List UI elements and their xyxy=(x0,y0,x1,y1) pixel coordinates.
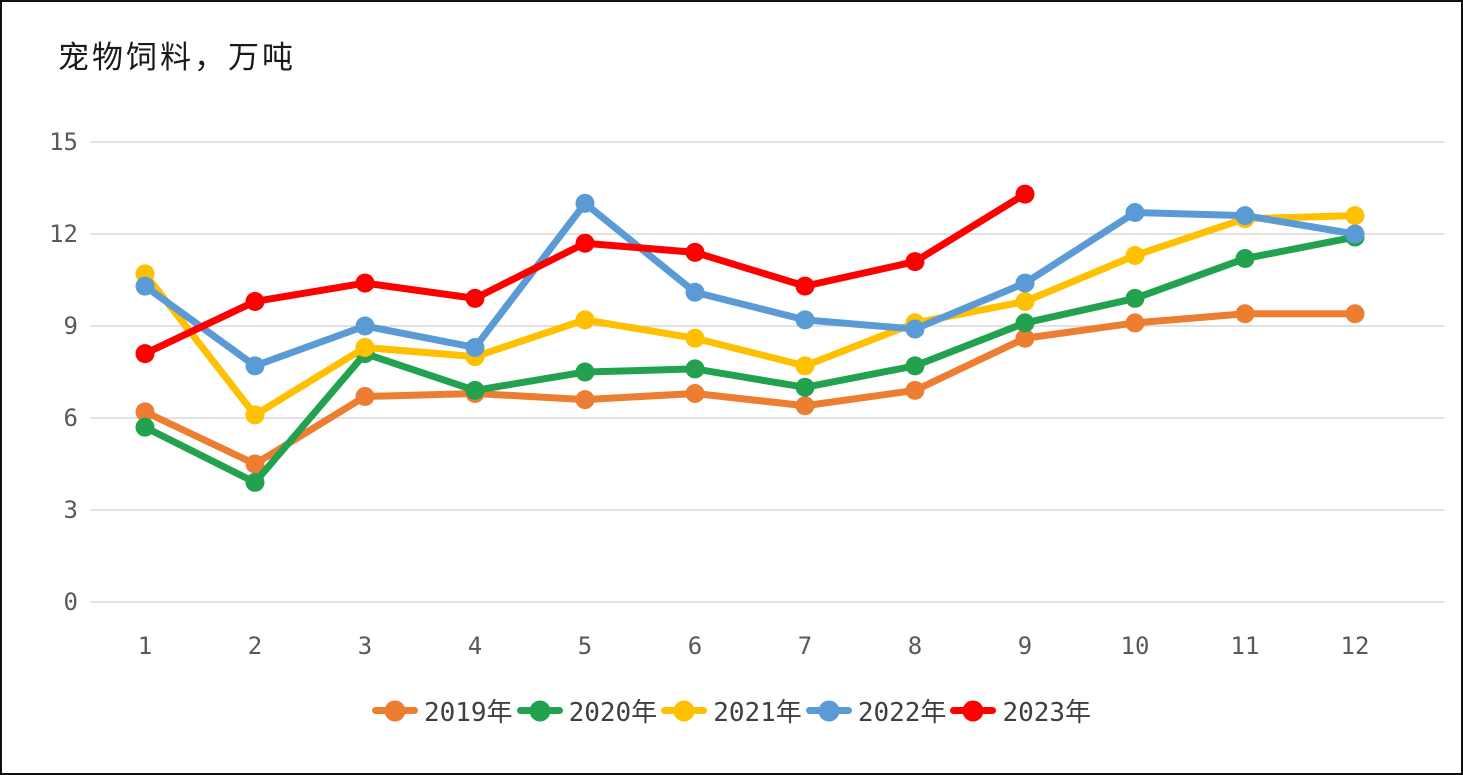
data-point-2019年-1 xyxy=(135,402,155,422)
legend-label: 2020年 xyxy=(568,698,658,728)
data-point-2023年-9 xyxy=(1015,184,1035,204)
data-point-2023年-8 xyxy=(905,252,925,272)
legend-dot-icon xyxy=(962,700,984,721)
data-point-2021年-6 xyxy=(685,328,705,348)
data-point-2023年-2 xyxy=(245,291,265,311)
legend-item-2023年: 2023年 xyxy=(950,692,1091,729)
data-point-2022年-11 xyxy=(1235,206,1255,226)
x-tick-label-5: 5 xyxy=(578,632,592,660)
data-point-2020年-4 xyxy=(465,380,485,400)
data-point-2023年-3 xyxy=(355,273,375,293)
data-point-2022年-3 xyxy=(355,316,375,336)
data-point-2019年-11 xyxy=(1235,304,1255,324)
x-tick-label-12: 12 xyxy=(1341,632,1370,660)
data-point-2023年-7 xyxy=(795,276,815,296)
y-tick-label-0: 0 xyxy=(64,588,78,616)
legend-label: 2019年 xyxy=(423,698,513,728)
x-tick-label-7: 7 xyxy=(798,632,812,660)
data-point-2020年-8 xyxy=(905,356,925,376)
y-tick-label-9: 9 xyxy=(64,312,78,340)
data-point-2020年-6 xyxy=(685,359,705,379)
data-point-2021年-9 xyxy=(1015,291,1035,311)
data-point-2021年-5 xyxy=(575,310,595,330)
data-point-2022年-6 xyxy=(685,282,705,302)
data-point-2022年-5 xyxy=(575,193,595,213)
legend-line-marker-icon xyxy=(371,700,418,721)
series-line-2019年 xyxy=(141,310,1359,468)
y-tick-label-6: 6 xyxy=(64,404,78,432)
legend-item-2020年: 2020年 xyxy=(516,692,658,729)
data-point-2021年-7 xyxy=(795,356,815,376)
legend-line-marker-icon xyxy=(950,700,997,721)
x-tick-label-6: 6 xyxy=(688,632,702,660)
chart-legend: 2019年 2020年 2021年 2022年 2023年 xyxy=(2,692,1461,729)
data-point-2022年-2 xyxy=(245,356,265,376)
data-point-2019年-5 xyxy=(575,390,595,410)
data-point-2022年-12 xyxy=(1345,224,1365,244)
legend-dot-icon xyxy=(384,700,406,721)
data-point-2019年-10 xyxy=(1125,313,1145,333)
legend-dot-icon xyxy=(673,700,695,721)
y-tick-label-3: 3 xyxy=(64,496,78,524)
legend-item-2019年: 2019年 xyxy=(371,692,513,729)
legend-dot-icon xyxy=(529,700,551,721)
y-tick-label-12: 12 xyxy=(49,220,78,248)
data-point-2020年-9 xyxy=(1015,313,1035,333)
data-point-2022年-8 xyxy=(905,319,925,339)
data-point-2020年-7 xyxy=(795,377,815,397)
legend-dot-icon xyxy=(818,700,840,721)
data-point-2020年-11 xyxy=(1235,249,1255,269)
data-point-2019年-2 xyxy=(245,454,265,474)
data-point-2019年-3 xyxy=(355,387,375,407)
data-point-2019年-12 xyxy=(1345,304,1365,324)
legend-label: 2023年 xyxy=(1002,698,1092,728)
data-point-2020年-10 xyxy=(1125,288,1145,308)
x-tick-label-2: 2 xyxy=(248,632,262,660)
x-tick-label-3: 3 xyxy=(358,632,372,660)
y-tick-label-15: 15 xyxy=(49,128,78,156)
data-point-2022年-7 xyxy=(795,310,815,330)
data-point-2020年-1 xyxy=(135,417,155,437)
data-point-2021年-2 xyxy=(245,405,265,425)
data-point-2022年-9 xyxy=(1015,273,1035,293)
data-point-2022年-10 xyxy=(1125,203,1145,223)
data-point-2019年-7 xyxy=(795,396,815,416)
series-line-2020年 xyxy=(141,233,1359,486)
legend-label: 2022年 xyxy=(857,698,947,728)
data-point-2021年-3 xyxy=(355,337,375,357)
legend-line-marker-icon xyxy=(516,700,563,721)
data-point-2022年-1 xyxy=(135,276,155,296)
data-point-2023年-5 xyxy=(575,233,595,253)
legend-item-2022年: 2022年 xyxy=(805,692,947,729)
x-tick-label-1: 1 xyxy=(138,632,152,660)
series-line-2022年 xyxy=(141,199,1359,370)
legend-line-marker-icon xyxy=(805,700,852,721)
legend-label: 2021年 xyxy=(713,698,802,728)
chart-title: 宠物饲料，万吨 xyxy=(58,40,296,76)
x-tick-label-10: 10 xyxy=(1121,632,1150,660)
series-line-2021年 xyxy=(141,212,1359,419)
data-point-2021年-12 xyxy=(1345,206,1365,226)
legend-line-marker-icon xyxy=(661,700,708,721)
x-tick-label-9: 9 xyxy=(1018,632,1032,660)
data-point-2023年-1 xyxy=(135,344,155,364)
legend-item-2021年: 2021年 xyxy=(661,692,802,729)
x-tick-label-11: 11 xyxy=(1231,632,1260,660)
data-point-2023年-4 xyxy=(465,288,485,308)
data-point-2022年-4 xyxy=(465,337,485,357)
data-point-2021年-10 xyxy=(1125,245,1145,265)
data-point-2019年-6 xyxy=(685,383,705,403)
data-point-2019年-8 xyxy=(905,380,925,400)
x-tick-label-8: 8 xyxy=(908,632,922,660)
data-point-2019年-9 xyxy=(1015,328,1035,348)
data-point-2020年-2 xyxy=(245,472,265,492)
data-point-2020年-5 xyxy=(575,362,595,382)
data-point-2023年-6 xyxy=(685,242,705,262)
x-tick-label-4: 4 xyxy=(468,632,482,660)
